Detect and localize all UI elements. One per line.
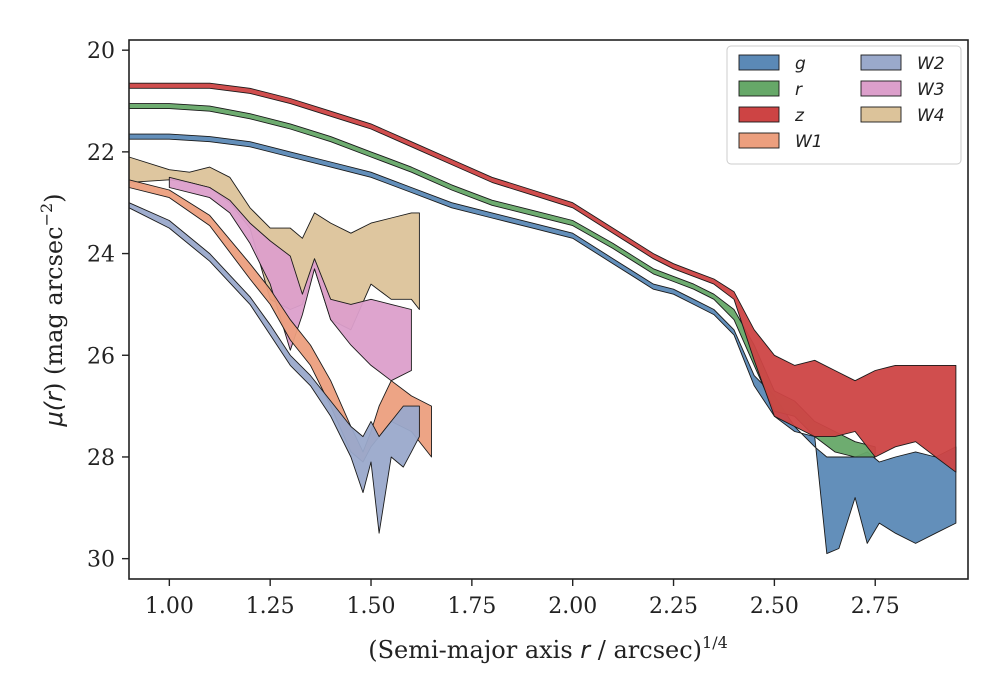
axis-labels: (Semi-major axis r / arcsec)1/4 μ(r) (ma…	[37, 193, 728, 664]
band-z	[128, 82, 957, 473]
plot-frame	[128, 39, 969, 580]
legend-label-w2: W2	[917, 54, 945, 74]
legend: grz W1 W2 W3 W4	[726, 45, 962, 165]
legend-box	[726, 45, 962, 165]
y-tick-label: 28	[87, 446, 115, 471]
y-tick-label: 20	[87, 39, 115, 64]
legend-swatch-w2	[860, 54, 902, 71]
legend-swatch-g	[738, 54, 780, 71]
x-tick-label: 2.25	[649, 594, 698, 619]
legend-label-g: g	[795, 54, 806, 74]
legend-swatch-w1	[738, 132, 780, 149]
legend-label-z: z	[794, 106, 805, 126]
x-tick-label: 1.00	[145, 594, 194, 619]
band-g	[128, 133, 957, 555]
x-tick-label: 1.75	[447, 594, 496, 619]
x-tick-label: 2.50	[750, 594, 799, 619]
legend-swatch-z	[738, 106, 780, 123]
legend-swatch-r	[738, 80, 780, 97]
y-tick-label: 24	[87, 243, 115, 268]
x-tick-label: 1.25	[246, 594, 295, 619]
legend-label-r: r	[795, 80, 803, 100]
y-tick-label: 30	[87, 548, 115, 573]
band-w3	[168, 176, 412, 382]
legend-label-w4: W4	[917, 106, 945, 126]
legend-label-w3: W3	[917, 80, 945, 100]
y-tick-label: 26	[87, 344, 115, 369]
x-tick-label: 2.00	[548, 594, 597, 619]
x-axis-label: (Semi-major axis r / arcsec)1/4	[368, 633, 728, 664]
y-tick-label: 22	[87, 141, 115, 166]
x-tick-label: 2.75	[851, 594, 900, 619]
band-w2	[128, 202, 420, 534]
x-tick-label: 1.50	[347, 594, 396, 619]
band-layer	[128, 82, 957, 555]
legend-swatch-w3	[860, 80, 902, 97]
y-axis-label: μ(r) (mag arcsec−2)	[37, 193, 68, 427]
legend-swatch-w4	[860, 106, 902, 123]
axes-layer: 1.00 1.25 1.50 1.75 2.00 2.25 2.50 2.75 20 22 24 26…	[87, 39, 969, 619]
band-w1	[128, 179, 432, 463]
legend-label-w1: W1	[795, 132, 823, 152]
